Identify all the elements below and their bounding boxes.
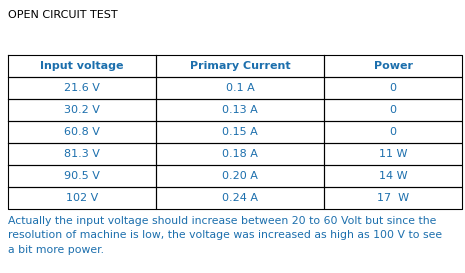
Text: Actually the input voltage should increase between 20 to 60 Volt but since the
r: Actually the input voltage should increa… (8, 216, 442, 255)
Text: 0.13 A: 0.13 A (222, 105, 258, 115)
Text: 0.15 A: 0.15 A (222, 127, 258, 137)
Text: 0.20 A: 0.20 A (222, 171, 258, 181)
Text: 0: 0 (390, 83, 397, 93)
Text: 0: 0 (390, 127, 397, 137)
Text: 0.24 A: 0.24 A (222, 193, 258, 203)
Text: 30.2 V: 30.2 V (64, 105, 100, 115)
Text: 60.8 V: 60.8 V (64, 127, 100, 137)
Text: 102 V: 102 V (66, 193, 98, 203)
Text: 0.1 A: 0.1 A (226, 83, 254, 93)
Text: 11 W: 11 W (379, 149, 407, 159)
Text: 0: 0 (390, 105, 397, 115)
Text: OPEN CIRCUIT TEST: OPEN CIRCUIT TEST (8, 10, 118, 20)
Text: 90.5 V: 90.5 V (64, 171, 100, 181)
Text: 14 W: 14 W (379, 171, 407, 181)
Text: Primary Current: Primary Current (190, 61, 290, 71)
Text: 0.18 A: 0.18 A (222, 149, 258, 159)
Text: 81.3 V: 81.3 V (64, 149, 100, 159)
Text: Input voltage: Input voltage (40, 61, 124, 71)
Text: 17  W: 17 W (377, 193, 409, 203)
Text: Power: Power (373, 61, 412, 71)
Text: 21.6 V: 21.6 V (64, 83, 100, 93)
